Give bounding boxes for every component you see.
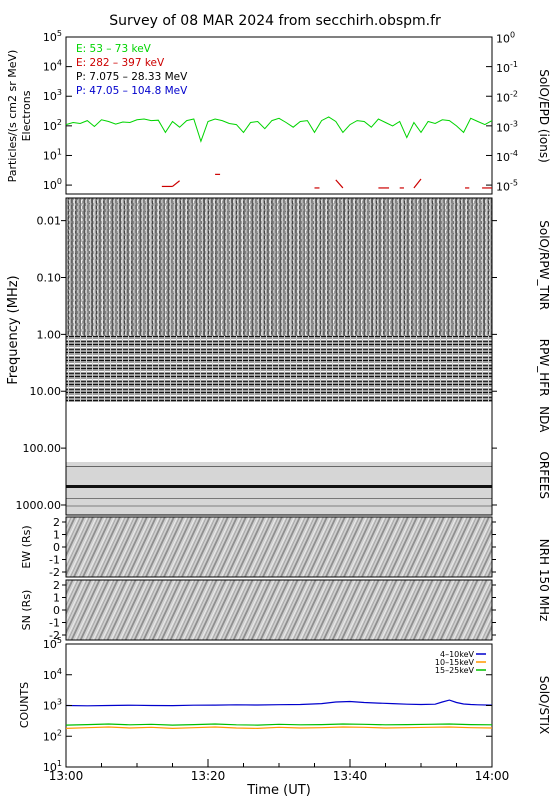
epd-panel: E: 53 – 73 keV E: 282 – 397 keV P: 7.075 –…	[6, 29, 550, 195]
stix-right-label: SolO/STIX	[537, 676, 550, 735]
epd-y-tick-label: 105	[43, 29, 62, 44]
epd-y2-tick-label: 10-3	[496, 119, 518, 134]
x-tick-label: 13:40	[333, 769, 368, 783]
spectrogram-band-label: SolO/RPW_TNR	[537, 220, 550, 310]
spectrogram-band-labels: SolO/RPW_TNR RPW_HFR NDA ORFEES	[537, 220, 550, 499]
tnr-overlay	[66, 198, 492, 336]
orfees-line-b	[66, 498, 492, 499]
spectrogram-frame	[65, 197, 493, 516]
nrh-ew-y-tick-label: 1	[53, 529, 60, 542]
spectrogram-band-label: ORFEES	[537, 451, 550, 498]
stix-series-line	[65, 723, 493, 726]
spectrogram-y-axis-label: Frequency (MHz)	[6, 275, 21, 384]
spectrogram-y-tick-label: 1.00	[37, 328, 62, 341]
stix-series-line	[65, 699, 493, 707]
stix-y-axis-label: COUNTS	[18, 682, 31, 728]
epd-y2-tick-label: 100	[496, 30, 515, 45]
nrh-ew-panel: 210-1-2 EW (Rs) NRH 150 MHz	[20, 516, 550, 621]
epd-y-tick-label: 102	[43, 118, 62, 133]
epd-legend-item: P: 7.075 – 28.33 MeV	[76, 71, 188, 83]
spectrogram-y-tick-label: 100.00	[23, 442, 62, 455]
epd-y-tick-label: 104	[43, 59, 62, 74]
nrh-ew-image	[65, 516, 493, 578]
nrh-sn-y-ticks: 210-1-2	[49, 579, 496, 642]
stix-y-tick-label: 104	[43, 667, 62, 682]
epd-y-ticks: 100 101 102 103 104 105 10-5 10-4 10-3 10-2 10-1 10…	[43, 29, 518, 194]
stix-series-line	[65, 726, 493, 730]
x-tick-label: 14:00	[475, 769, 510, 783]
spectrogram-y-tick-label: 10.00	[30, 385, 62, 398]
nrh-sn-y-tick-label: 2	[53, 579, 60, 592]
stix-series-group	[65, 699, 493, 730]
epd-right-label: SolO/EPD (ions)	[537, 69, 550, 163]
x-tick-label: 13:20	[191, 769, 226, 783]
epd-y-tick-label: 101	[43, 147, 62, 162]
epd-series-group	[65, 116, 493, 189]
spectrogram-band-label: RPW_HFR	[537, 339, 550, 397]
hfr-band	[66, 336, 492, 402]
stix-legend-label: 4–10keV	[440, 650, 475, 659]
epd-legend-item: P: 47.05 – 104.8 MeV	[76, 85, 188, 97]
epd-y-tick-label: 100	[43, 177, 62, 192]
nrh-ew-y-tick-label: -2	[49, 566, 60, 579]
nrh-sn-y-tick-label: 1	[53, 592, 60, 605]
epd-y2-tick-label: 10-2	[496, 90, 518, 105]
nrh-sn-panel: 210-1-2 SN (Rs)	[20, 579, 496, 642]
nda-band	[66, 402, 492, 462]
spectrogram-band-label: NDA	[537, 406, 550, 433]
x-tick-label: 13:00	[49, 769, 84, 783]
stix-y-ticks: 101 102 103 104 105	[43, 636, 492, 774]
nrh-ew-y-tick-label: -1	[49, 554, 60, 567]
epd-y2-tick-label: 10-4	[496, 149, 518, 164]
nrh-ew-y-tick-label: 0	[53, 541, 60, 554]
epd-y2-tick-label: 10-1	[496, 60, 518, 75]
orfees-dark-line	[66, 485, 492, 488]
epd-plot-frame	[65, 36, 493, 195]
nrh-ew-y-ticks: 210-1-2	[49, 516, 496, 579]
stix-y-tick-label: 103	[43, 698, 62, 713]
epd-series-e282-segment	[172, 180, 180, 187]
epd-y-tick-label: 103	[43, 88, 62, 103]
time-axis: 13:00 13:20 13:40 14:00	[49, 759, 510, 783]
orfees-line-c	[66, 505, 492, 507]
epd-legend: E: 53 – 73 keV E: 282 – 397 keV P: 7.075 –…	[76, 43, 188, 97]
epd-y2-tick-label: 10-5	[496, 179, 518, 194]
stix-legend-label: 15–25keV	[435, 666, 475, 675]
nrh-sn-y-tick-label: -1	[49, 617, 60, 630]
stix-legend-label: 10–15keV	[435, 658, 475, 667]
spectrogram-y-tick-label: 0.10	[37, 272, 62, 285]
spectrogram-y-ticks: 0.01 0.10 1.00 10.00 100.00 1000.00	[16, 215, 497, 512]
orfees-line-a	[66, 466, 492, 467]
spectrogram-panel: 0.01 0.10 1.00 10.00 100.00 1000.00 SolO/RPW_…	[6, 197, 550, 516]
epd-legend-item: E: 282 – 397 keV	[76, 57, 165, 69]
nrh-sn-image	[65, 579, 493, 641]
epd-series-e282-segment	[335, 179, 344, 189]
spectrogram-y-tick-label: 1000.00	[16, 499, 62, 512]
epd-y-axis-sublabel: Electrons	[20, 90, 33, 141]
x-axis-label: Time (UT)	[246, 783, 311, 798]
page-title: Survey of 08 MAR 2024 from secchirh.obsp…	[109, 13, 441, 29]
epd-series-e53-line	[65, 116, 493, 143]
stix-y-tick-label: 101	[43, 759, 62, 774]
epd-legend-item: E: 53 – 73 keV	[76, 43, 152, 55]
nrh-sn-y-axis-label: SN (Rs)	[20, 590, 33, 631]
epd-series-e282-segment	[413, 178, 422, 189]
nrh-sn-y-tick-label: 0	[53, 604, 60, 617]
nrh-ew-y-axis-label: EW (Rs)	[20, 525, 33, 568]
stix-y-tick-label: 102	[43, 728, 62, 743]
stix-y-tick-label: 105	[43, 636, 62, 651]
nrh-ew-y-tick-label: 2	[53, 516, 60, 529]
orfees-band	[66, 462, 492, 515]
nrh-right-label: NRH 150 MHz	[537, 539, 550, 622]
nrh-sn-y-tick-label: -2	[49, 629, 60, 642]
epd-y-axis-label: Particles/(s cm2 sr MeV)	[6, 50, 19, 183]
spectrogram-y-tick-label: 0.01	[37, 215, 62, 228]
